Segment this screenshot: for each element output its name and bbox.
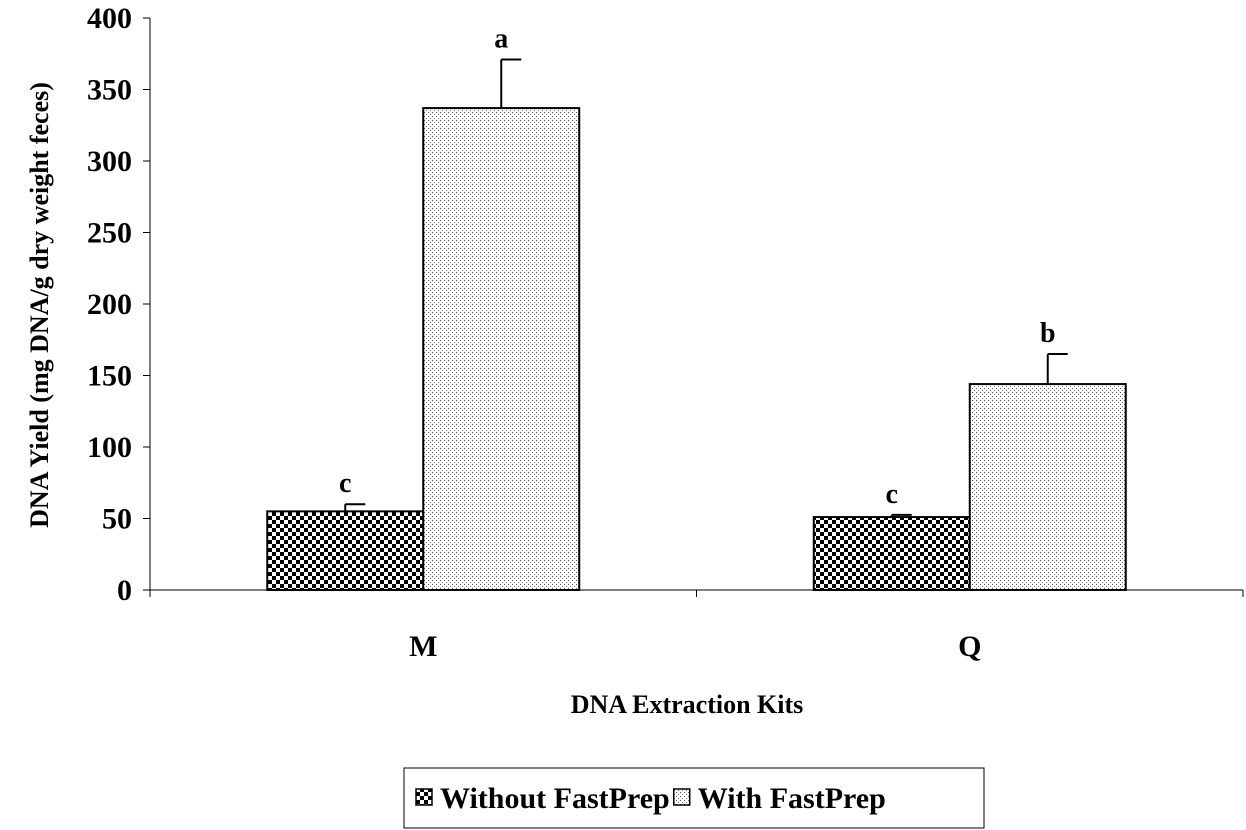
y-tick-label: 350 [87,74,132,107]
y-tick-label: 300 [87,145,132,178]
legend-swatch [415,788,433,806]
y-tick-label: 150 [87,360,132,393]
bar [968,383,1127,591]
bar [422,107,581,591]
bars: c a c b [266,23,1127,592]
significance-letter: b [1040,318,1056,349]
y-tick-label: 100 [87,431,132,464]
x-tick-label: Q [958,630,981,663]
bar [812,516,971,592]
y-axis-title: DNA Yield (mg DNA/g dry weight feces) [25,82,54,528]
y-tick-label: 250 [87,217,132,250]
legend-label: Without FastPrep [440,782,670,815]
legend-box [403,767,985,829]
significance-letter: c [886,479,898,510]
legend-swatch [672,788,691,806]
y-tick-label: 200 [87,288,132,321]
y-tick-label: 400 [87,2,132,35]
x-tick-label: M [409,630,437,663]
significance-letter: c [339,468,351,499]
x-axis-title: DNA Extraction Kits [571,690,804,719]
y-tick-label: 50 [102,503,132,536]
y-tick-label: 0 [117,574,132,607]
axes: 0 50 100 150 200 250 300 350 400 M Q [87,2,1244,663]
legend-label: With FastPrep [698,782,886,815]
significance-letter: a [494,23,508,54]
bar [266,510,425,592]
legend: Without FastPrep With FastPrep [403,767,985,829]
